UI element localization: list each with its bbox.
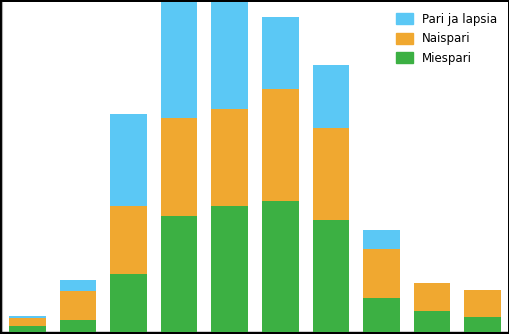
Bar: [312, 128, 348, 220]
Bar: [362, 249, 399, 298]
Bar: [262, 90, 298, 201]
Bar: [413, 284, 449, 311]
Bar: [262, 17, 298, 90]
Bar: [211, 0, 247, 109]
Bar: [312, 65, 348, 128]
Bar: [413, 311, 449, 332]
Bar: [60, 291, 96, 320]
Bar: [464, 290, 500, 317]
Bar: [362, 298, 399, 332]
Bar: [161, 119, 197, 215]
Bar: [211, 109, 247, 206]
Bar: [110, 206, 147, 274]
Bar: [9, 326, 45, 332]
Bar: [60, 280, 96, 291]
Legend: Pari ja lapsia, Naispari, Miespari: Pari ja lapsia, Naispari, Miespari: [391, 8, 501, 69]
Bar: [9, 316, 45, 318]
Bar: [161, 0, 197, 119]
Bar: [464, 317, 500, 332]
Bar: [161, 215, 197, 332]
Bar: [9, 318, 45, 326]
Bar: [262, 201, 298, 332]
Bar: [312, 220, 348, 332]
Bar: [110, 274, 147, 332]
Bar: [110, 114, 147, 206]
Bar: [362, 230, 399, 249]
Bar: [211, 206, 247, 332]
Bar: [60, 320, 96, 332]
